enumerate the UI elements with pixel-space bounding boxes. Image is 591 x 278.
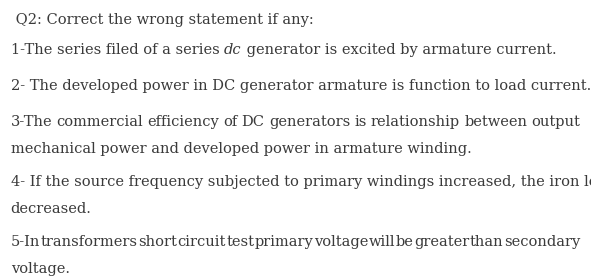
Text: voltage: voltage [314,235,368,249]
Text: dc: dc [224,43,242,57]
Text: mechanical power and developed power in armature winding.: mechanical power and developed power in … [11,142,472,156]
Text: primary: primary [255,235,313,249]
Text: than: than [470,235,504,249]
Text: 4- If the source frequency subjected to primary windings increased, the iron los: 4- If the source frequency subjected to … [11,175,591,189]
Text: DC: DC [242,115,265,129]
Text: voltage.: voltage. [11,262,70,276]
Text: efficiency: efficiency [147,115,219,129]
Text: relationship: relationship [371,115,460,129]
Text: transformers: transformers [41,235,138,249]
Text: generators: generators [269,115,350,129]
Text: secondary: secondary [504,235,580,249]
Text: generator is excited by armature current.: generator is excited by armature current… [242,43,556,57]
Text: decreased.: decreased. [11,202,92,216]
Text: be: be [396,235,414,249]
Text: short: short [138,235,177,249]
Text: circuit: circuit [177,235,226,249]
Text: 5-In: 5-In [11,235,40,249]
Text: 2- The developed power in DC generator armature is function to load current.: 2- The developed power in DC generator a… [11,79,591,93]
Text: Q2: Correct the wrong statement if any:: Q2: Correct the wrong statement if any: [11,13,313,26]
Text: 1-The series filed of a series: 1-The series filed of a series [11,43,224,57]
Text: output: output [531,115,580,129]
Text: commercial: commercial [57,115,143,129]
Text: 3-The: 3-The [11,115,52,129]
Text: is: is [355,115,367,129]
Text: greater: greater [414,235,469,249]
Text: between: between [465,115,527,129]
Text: of: of [223,115,238,129]
Text: test: test [226,235,254,249]
Text: will: will [369,235,395,249]
